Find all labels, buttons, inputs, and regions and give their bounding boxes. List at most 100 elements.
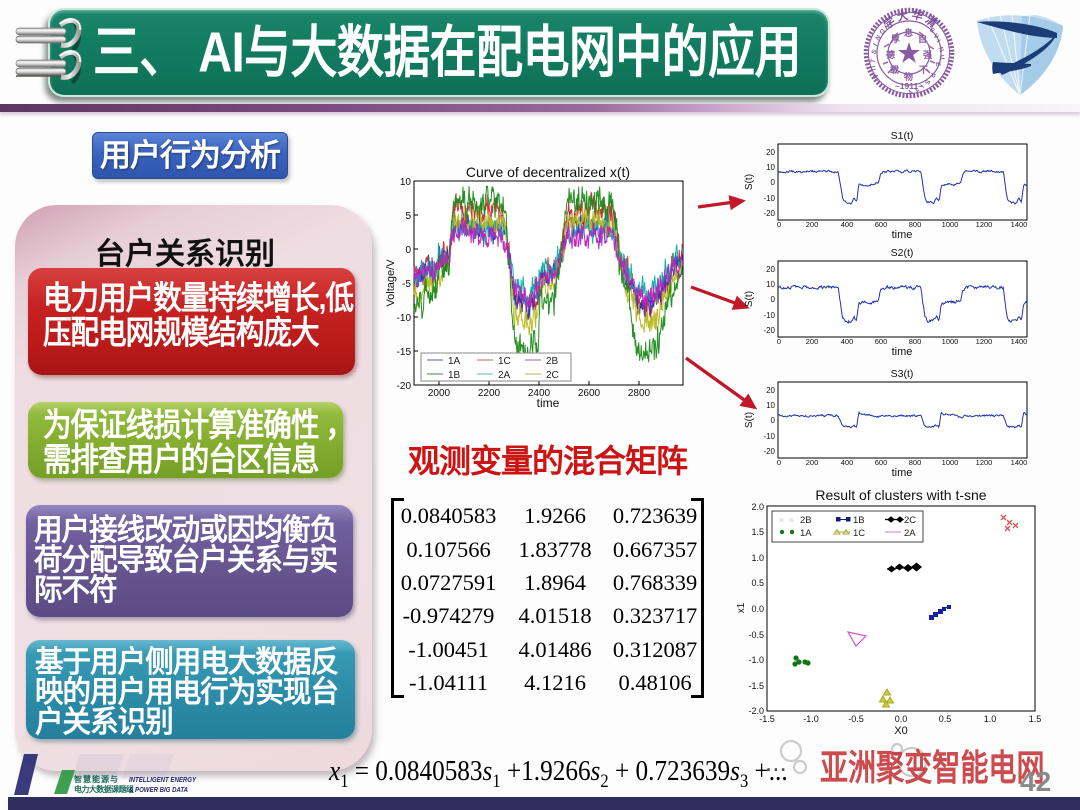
svg-text:0.5: 0.5 — [751, 578, 764, 588]
svg-text:-10: -10 — [763, 432, 775, 441]
svg-text:0.0: 0.0 — [751, 604, 764, 614]
svg-text:1.5: 1.5 — [751, 527, 764, 537]
svg-text:600: 600 — [875, 337, 888, 346]
svg-text:-20: -20 — [763, 447, 775, 456]
svg-text:time: time — [892, 229, 913, 241]
svg-text:-5: -5 — [402, 279, 411, 290]
svg-text:0: 0 — [771, 295, 776, 304]
svg-text:T: T — [912, 85, 920, 93]
svg-text:x1: x1 — [736, 602, 747, 613]
svg-text:20: 20 — [766, 265, 775, 274]
svg-text:1B: 1B — [853, 515, 865, 526]
svg-text:厚: 厚 — [891, 34, 900, 44]
svg-text:200: 200 — [806, 458, 819, 467]
svg-text:强: 强 — [923, 50, 932, 60]
svg-text:智慧能源与: 智慧能源与 — [74, 774, 118, 784]
svg-text:-20: -20 — [397, 381, 412, 392]
svg-text:-10: -10 — [763, 311, 775, 320]
svg-text:G: G — [879, 28, 887, 37]
svg-text:800: 800 — [909, 220, 922, 229]
svg-text:E: E — [934, 62, 941, 67]
svg-text:2800: 2800 — [628, 388, 651, 399]
svg-text:Result of clusters with t-sne: Result of clusters with t-sne — [815, 487, 986, 503]
svg-text:I: I — [872, 42, 879, 48]
svg-text:2A: 2A — [498, 370, 511, 381]
svg-text:-10: -10 — [397, 313, 412, 324]
svg-text:1A: 1A — [448, 356, 461, 367]
svg-text:N: N — [874, 34, 883, 42]
svg-text:600: 600 — [875, 220, 888, 229]
svg-text:1C: 1C — [498, 356, 511, 367]
svg-text:-20: -20 — [763, 209, 775, 218]
svg-text:20: 20 — [766, 386, 775, 395]
svg-text:A: A — [871, 73, 879, 80]
svg-text:2200: 2200 — [478, 388, 501, 399]
svg-text:10: 10 — [400, 177, 412, 188]
svg-text:1000: 1000 — [942, 458, 959, 467]
svg-text:2400: 2400 — [528, 388, 551, 399]
svg-text:10: 10 — [766, 163, 775, 172]
svg-text:1.0: 1.0 — [751, 553, 764, 563]
svg-text:time: time — [892, 346, 913, 358]
svg-text:×: × — [789, 515, 794, 525]
svg-text:2600: 2600 — [578, 388, 601, 399]
svg-text:华: 华 — [911, 7, 925, 23]
svg-text:亚洲聚变智能电网: 亚洲聚变智能电网 — [820, 748, 1045, 788]
svg-text:V: V — [932, 32, 940, 40]
svg-text:INTELLIGENT ENERGY: INTELLIGENT ENERGY — [129, 775, 197, 784]
svg-text:物: 物 — [904, 71, 913, 82]
svg-text:S3(t): S3(t) — [891, 368, 914, 380]
svg-text:600: 600 — [875, 458, 888, 467]
svg-text:Y: Y — [906, 87, 914, 96]
svg-text:S(t): S(t) — [744, 174, 755, 190]
svg-text:1.0: 1.0 — [984, 714, 997, 724]
svg-text:2A: 2A — [904, 528, 916, 539]
svg-text:time: time — [892, 467, 913, 479]
svg-text:×: × — [779, 515, 784, 525]
svg-text:20: 20 — [766, 148, 775, 157]
svg-text:1200: 1200 — [976, 337, 993, 346]
svg-text:1200: 1200 — [976, 458, 993, 467]
svg-text:5: 5 — [405, 211, 411, 222]
svg-text:800: 800 — [909, 458, 922, 467]
svg-text:0: 0 — [771, 416, 776, 425]
svg-text:0: 0 — [777, 458, 781, 467]
svg-text:2B: 2B — [546, 356, 559, 367]
svg-text:-1.5: -1.5 — [759, 714, 775, 724]
svg-text:1400: 1400 — [1011, 337, 1028, 346]
svg-text:载: 载 — [890, 64, 899, 75]
svg-text:10: 10 — [766, 280, 775, 289]
svg-text:400: 400 — [841, 220, 854, 229]
svg-text:0: 0 — [405, 245, 411, 256]
svg-text:1C: 1C — [853, 528, 865, 539]
svg-text:U: U — [869, 66, 876, 72]
svg-text:-2.0: -2.0 — [748, 706, 764, 716]
svg-text:2C: 2C — [546, 370, 559, 381]
svg-text:& POWER BIG DATA: & POWER BIG DATA — [129, 785, 188, 794]
svg-text:R: R — [928, 72, 936, 79]
svg-text:-1.0: -1.0 — [803, 714, 819, 724]
svg-text:H: H — [884, 23, 892, 32]
svg-text:E: E — [928, 26, 936, 35]
svg-text:1A: 1A — [800, 528, 812, 539]
svg-text:...: ... — [765, 747, 787, 777]
svg-text:2.0: 2.0 — [751, 502, 764, 512]
svg-text:~1911~: ~1911~ — [895, 81, 923, 91]
svg-text:1.5: 1.5 — [1029, 714, 1042, 724]
svg-text:电力大数据课题组: 电力大数据课题组 — [74, 784, 134, 794]
svg-text:1000: 1000 — [942, 220, 959, 229]
svg-text:I: I — [935, 39, 942, 45]
svg-text:大: 大 — [896, 8, 910, 24]
svg-text:10: 10 — [766, 401, 775, 410]
svg-text:T: T — [870, 58, 878, 63]
svg-text:400: 400 — [841, 337, 854, 346]
svg-text:N: N — [937, 46, 945, 53]
svg-text:400: 400 — [841, 458, 854, 467]
svg-text:2C: 2C — [904, 515, 916, 526]
svg-text:S(t): S(t) — [744, 412, 755, 428]
svg-text:800: 800 — [909, 337, 922, 346]
svg-text:0.5: 0.5 — [939, 714, 952, 724]
svg-text:200: 200 — [806, 337, 819, 346]
svg-text:S: S — [870, 48, 878, 55]
svg-text:0: 0 — [777, 220, 781, 229]
